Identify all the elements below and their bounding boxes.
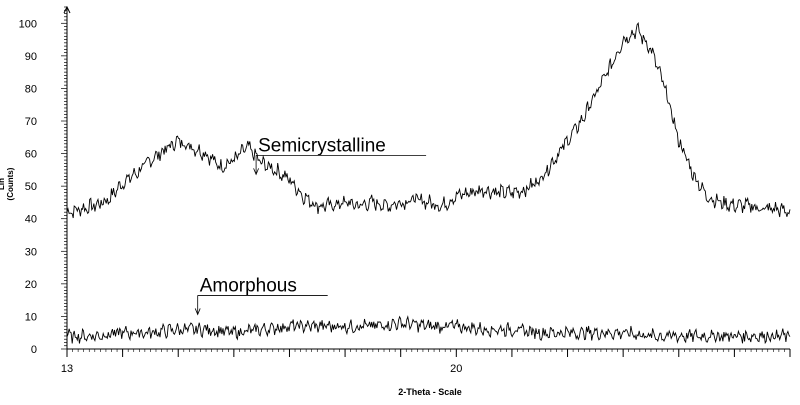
y-tick-label: 90 <box>25 51 37 63</box>
axes <box>63 5 790 350</box>
y-tick-label: 40 <box>25 214 37 226</box>
y-tick-label: 10 <box>25 311 37 323</box>
y-tick-label: 80 <box>25 83 37 95</box>
y-tick-label: 20 <box>25 279 37 291</box>
series-line-semicrystalline <box>66 22 791 219</box>
y-axis-label: Lin (Counts) <box>0 167 15 201</box>
series-layer <box>66 22 791 345</box>
x-axis-label: 2-Theta - Scale <box>398 387 462 397</box>
y-tick-label: 50 <box>25 181 37 193</box>
axis-ticks: 0 10 20 30 40 50 60 70 80 90 100 13 20 <box>19 6 791 375</box>
annotations: Semicrystalline Amorphous <box>194 135 427 316</box>
y-tick-label: 0 <box>31 344 37 356</box>
annotation-label: Semicrystalline <box>258 135 386 156</box>
series-line-amorphous <box>66 315 791 345</box>
x-tick-label: 13 <box>61 363 73 375</box>
y-tick-label: 30 <box>25 246 37 258</box>
x-tick-label: 20 <box>450 363 462 375</box>
annotation-arrow <box>253 168 259 176</box>
annotation-label: Amorphous <box>200 275 297 296</box>
y-tick-label: 100 <box>19 18 37 30</box>
y-tick-label: 60 <box>25 149 37 161</box>
y-tick-label: 70 <box>25 116 37 128</box>
annotation-arrow <box>194 308 201 316</box>
